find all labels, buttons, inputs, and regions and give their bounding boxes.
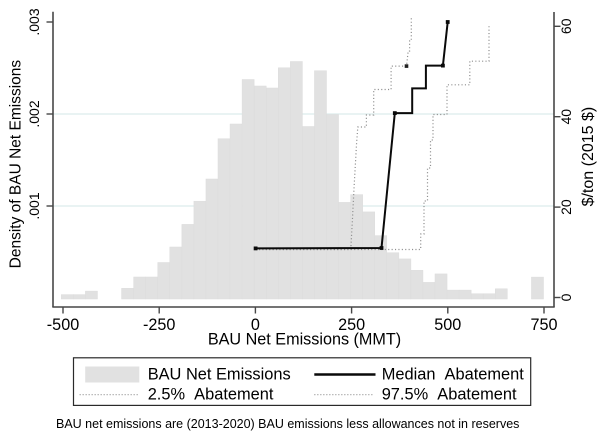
svg-text:500: 500 <box>434 316 461 334</box>
svg-text:.003: .003 <box>26 8 42 35</box>
svg-text:BAU Net Emissions: BAU Net Emissions <box>148 366 291 384</box>
svg-text:-500: -500 <box>47 316 79 334</box>
svg-text:.001: .001 <box>26 192 42 219</box>
svg-text:Median Abatement: Median Abatement <box>382 366 525 384</box>
svg-text:-250: -250 <box>143 316 175 334</box>
svg-text:BAU Net Emissions (MMT): BAU Net Emissions (MMT) <box>208 331 401 349</box>
svg-text:250: 250 <box>338 316 365 334</box>
svg-text:0: 0 <box>251 316 260 334</box>
svg-text:$/ton (2015 $): $/ton (2015 $) <box>580 107 597 207</box>
svg-text:20: 20 <box>558 199 574 215</box>
svg-text:40: 40 <box>558 109 574 125</box>
svg-text:97.5% Abatement: 97.5% Abatement <box>382 386 517 404</box>
svg-text:750: 750 <box>530 316 557 334</box>
svg-text:0: 0 <box>558 293 574 301</box>
svg-text:BAU net emissions are (2013-20: BAU net emissions are (2013-2020) BAU em… <box>56 417 519 431</box>
svg-text:Density of BAU Net Emissions: Density of BAU Net Emissions <box>7 60 24 269</box>
svg-text:60: 60 <box>558 18 574 34</box>
svg-text:.002: .002 <box>26 100 42 127</box>
svg-text:2.5% Abatement: 2.5% Abatement <box>148 386 274 404</box>
